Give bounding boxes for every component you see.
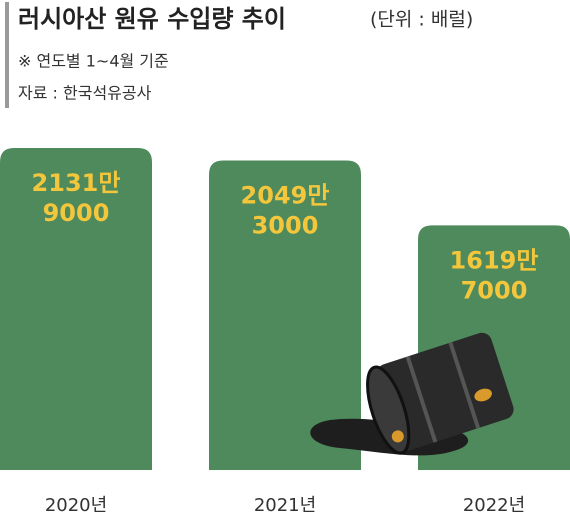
value-label: 7000 [461, 276, 528, 304]
value-label: 1619만 [450, 246, 539, 274]
x-tick-label: 2020년 [45, 495, 107, 516]
barrel-ring [448, 341, 481, 429]
barrel-cap [391, 430, 404, 443]
chart-subtitle: (단위 : 배럴) [370, 9, 473, 31]
note: ※ 연도별 1~4월 기준 [18, 52, 169, 71]
chart-title: 러시아산 원유 수입량 추이 [18, 5, 286, 33]
barrel-logo [474, 388, 492, 402]
value-label: 3000 [252, 211, 319, 239]
barrel-illustration [310, 332, 514, 456]
bar [209, 160, 361, 470]
barrel [366, 332, 514, 455]
x-tick-label: 2022년 [463, 495, 525, 516]
value-label: 2131만 [32, 169, 121, 197]
x-tick-label: 2021년 [254, 495, 316, 516]
accent-bar [5, 2, 9, 108]
note: 자료 : 한국석유공사 [18, 84, 152, 103]
value-label: 2049만 [241, 181, 330, 209]
bar [0, 148, 152, 470]
barrel-ring [405, 355, 438, 443]
value-label: 9000 [43, 199, 110, 227]
